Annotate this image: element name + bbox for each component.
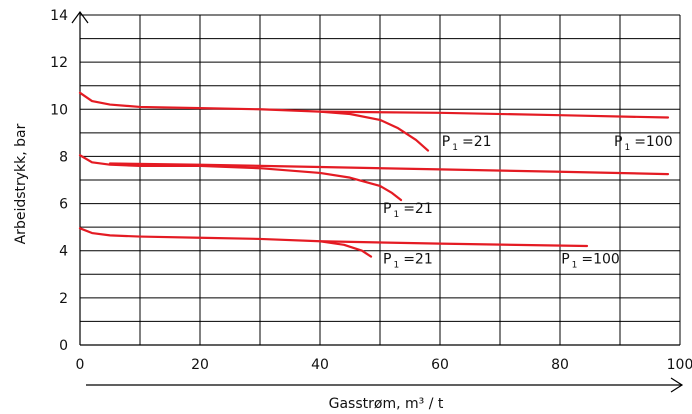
annotation-label: P 1 =21 [383, 201, 433, 220]
annotation-label: P 1 =21 [442, 134, 492, 153]
grid [80, 15, 680, 345]
y-axis-label: Arbeidstrykk, bar [13, 123, 29, 244]
annotation-label: P 1 =100 [614, 134, 673, 153]
x-axis-label: Gasstrøm, m³ / t [329, 396, 444, 412]
y-tick-label: 10 [50, 102, 68, 118]
series-line-1 [80, 93, 428, 151]
x-tick-label: 20 [191, 357, 209, 373]
x-tick-label: 40 [311, 357, 329, 373]
series-line-2 [320, 112, 668, 118]
y-tick-label: 6 [59, 197, 68, 213]
annotations: P 1 =21 P 1 =100 P 1 =21 P 1 =21 P 1 =100 [383, 134, 673, 271]
series-line-4 [110, 164, 668, 175]
x-tick-label: 100 [667, 357, 692, 373]
y-tick-label: 0 [59, 338, 68, 354]
series-line-3 [80, 155, 401, 200]
y-tick-label: 8 [59, 149, 68, 165]
series-line-6 [320, 241, 587, 246]
axes [72, 12, 682, 392]
y-tick-label: 4 [59, 244, 68, 260]
tick-labels: 0 20 40 60 80 100 0 2 4 6 8 10 12 14 [50, 8, 692, 373]
x-tick-label: 0 [76, 357, 85, 373]
x-tick-label: 60 [431, 357, 449, 373]
series-lines [80, 93, 668, 257]
y-tick-label: 12 [50, 55, 68, 71]
annotation-label: P 1 =21 [383, 252, 433, 271]
y-tick-label: 2 [59, 291, 68, 307]
annotation-label: P 1 =100 [561, 252, 620, 271]
y-tick-label: 14 [50, 8, 68, 24]
x-tick-label: 80 [551, 357, 569, 373]
